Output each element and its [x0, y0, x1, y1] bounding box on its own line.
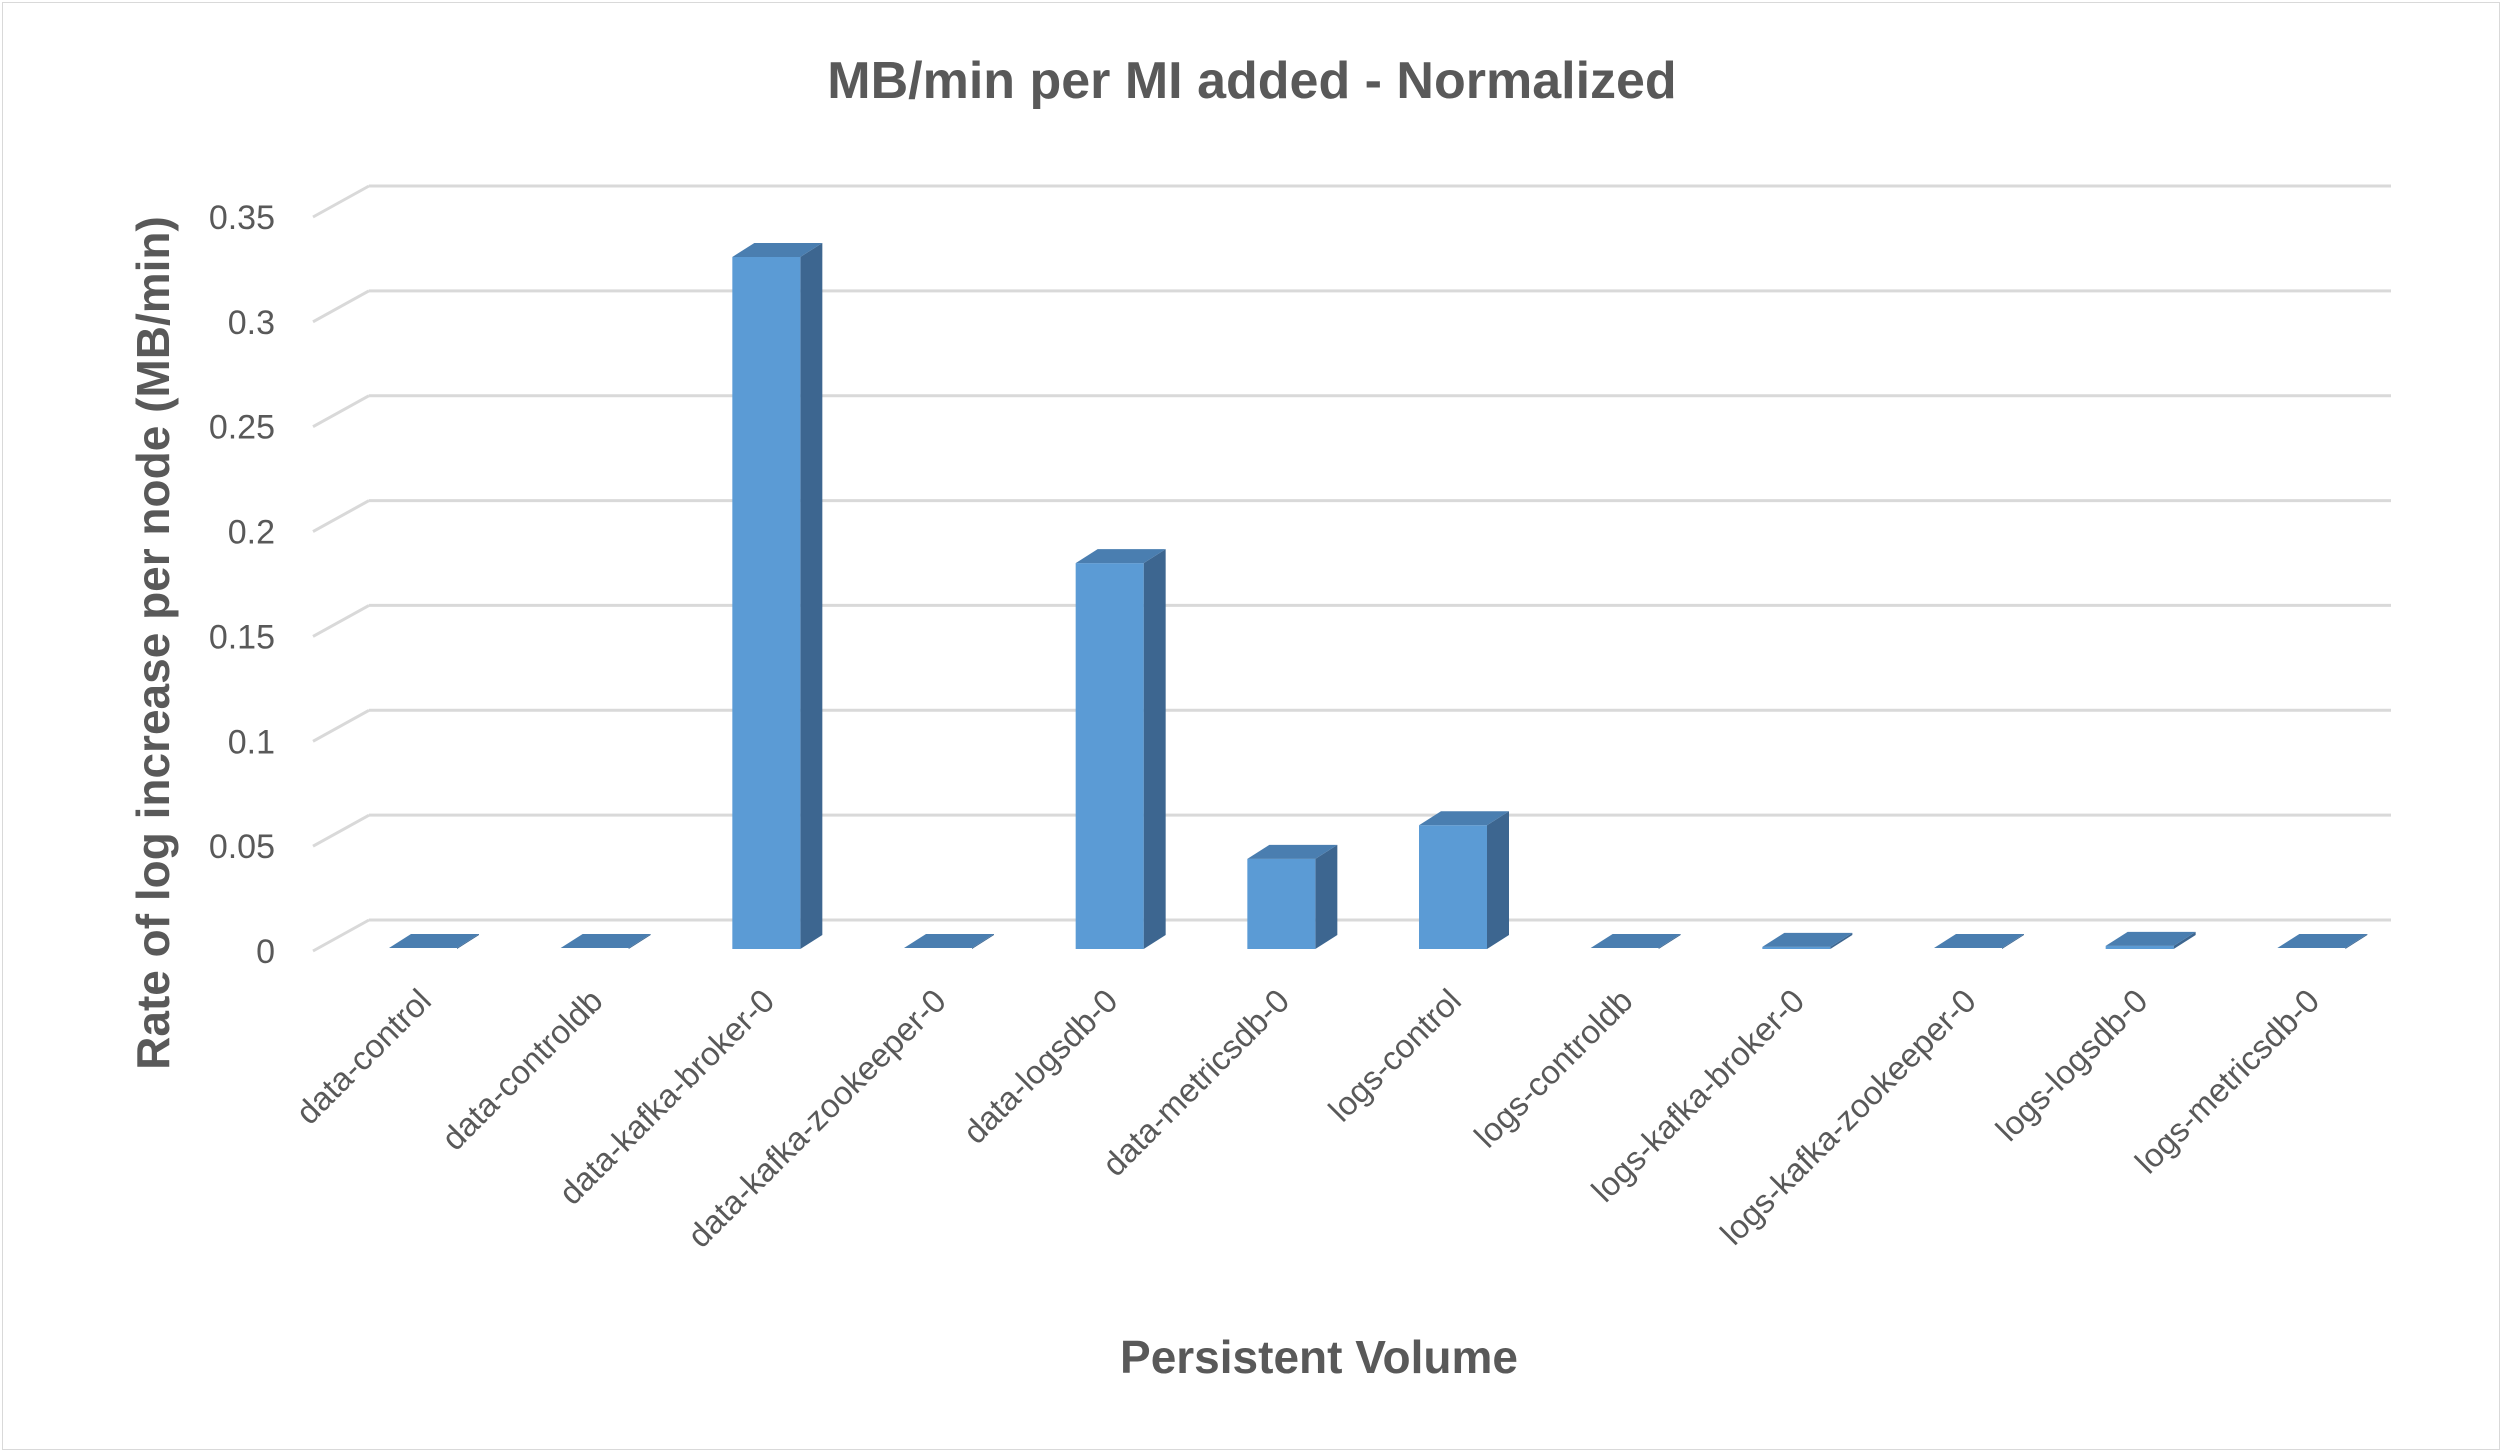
- y-tick-label: 0.1: [228, 723, 275, 761]
- bar: [1247, 844, 1338, 949]
- gridline: [312, 918, 2391, 953]
- x-tick-label: logs-metricsdb-0: [2128, 982, 2327, 1181]
- bar: [732, 242, 823, 949]
- gridline: [312, 499, 2391, 533]
- x-tick-label: logs-controldb: [1467, 982, 1640, 1155]
- bar: [1762, 932, 1853, 949]
- bar: [1590, 934, 1681, 949]
- y-tick-label: 0.15: [209, 618, 275, 656]
- bar: [2105, 931, 2196, 949]
- bar-chart: MB/min per MI added - Normalized 0 0.05 0.…: [127, 52, 2391, 1383]
- x-tick-label: data-control: [289, 982, 438, 1131]
- gridline: [312, 813, 2391, 848]
- x-axis-ticks: data-controldata-controldbdata-kafka-bro…: [289, 982, 2327, 1255]
- y-tick-label: 0.3: [228, 304, 275, 342]
- gridlines: [312, 184, 2391, 953]
- y-tick-label: 0.35: [209, 199, 275, 237]
- x-tick-label: logs-logsdb-0: [1988, 982, 2154, 1148]
- y-axis-ticks: 0 0.05 0.1 0.15 0.2 0.25 0.3 0.35: [209, 199, 275, 971]
- bars: [389, 242, 2368, 949]
- x-tick-label: data-metricsdb-0: [1095, 982, 1296, 1183]
- gridline: [312, 603, 2391, 638]
- bar: [1419, 811, 1509, 949]
- x-tick-label: data-controldb: [434, 982, 609, 1157]
- y-tick-label: 0.25: [209, 409, 275, 447]
- y-axis-title: Rate of log increase per node (MB/min): [127, 216, 179, 1070]
- bar: [1075, 549, 1166, 949]
- chart-title: MB/min per MI added - Normalized: [827, 52, 1676, 110]
- bar: [560, 934, 651, 949]
- x-tick-label: logs-control: [1321, 982, 1468, 1129]
- y-tick-label: 0: [256, 933, 275, 971]
- bar: [1934, 934, 2024, 949]
- x-axis-title: Persistent Volume: [1120, 1331, 1518, 1383]
- bar: [904, 934, 994, 949]
- gridline: [312, 184, 2391, 219]
- y-tick-label: 0.2: [228, 514, 275, 552]
- bar: [2277, 934, 2368, 949]
- gridline: [312, 394, 2391, 429]
- y-tick-label: 0.05: [209, 828, 275, 866]
- gridline: [312, 708, 2391, 743]
- bar: [389, 934, 479, 949]
- gridline: [312, 289, 2391, 324]
- x-tick-label: data-logsdb-0: [956, 982, 1125, 1151]
